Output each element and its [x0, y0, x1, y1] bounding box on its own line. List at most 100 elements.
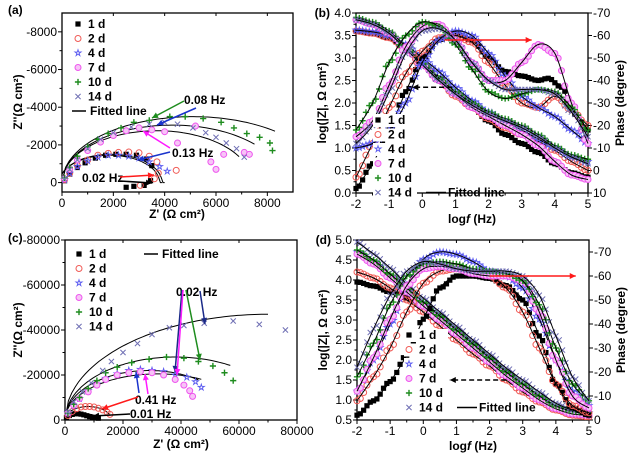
data-point: [406, 48, 412, 55]
legend-bg: [373, 186, 417, 200]
legend-marker: [73, 48, 83, 57]
data-point: [230, 377, 237, 384]
legend-label: Fitted line: [162, 247, 219, 261]
x-tick-label: -1: [385, 424, 396, 438]
y2-axis-label: Phase (degree): [614, 287, 628, 373]
x-tick-label: 2000: [100, 196, 127, 210]
legend-marker: [75, 265, 83, 272]
y2-tick-label: 10: [593, 186, 607, 200]
legend-label: 1 d: [89, 247, 106, 261]
y2-tick-label: -20: [593, 119, 611, 133]
y-tick-label: 0: [53, 413, 60, 427]
legend-marker: [74, 278, 84, 287]
fitted-line: [356, 265, 590, 409]
data-point: [511, 65, 519, 73]
arrow-0.01hz-black-head: [93, 412, 100, 419]
annotation-0.13hz: 0.13 Hz: [172, 146, 213, 160]
data-point: [78, 411, 84, 417]
data-point: [443, 281, 450, 287]
arrow-0.08hz-green-shaft: [151, 100, 185, 119]
legend-marker: [74, 35, 82, 42]
data-point: [125, 148, 133, 156]
data-point: [543, 349, 549, 356]
legend-marker: [405, 346, 413, 353]
y-tick-label: 2.5: [335, 333, 352, 347]
data-point: [147, 178, 154, 184]
modulus-series-14d: [353, 16, 591, 167]
x-tick-label: 80000: [280, 424, 314, 438]
data-point: [444, 77, 454, 86]
legend-bg: [373, 114, 417, 127]
y-tick-label: 4.0: [335, 273, 352, 287]
data-point: [356, 138, 363, 145]
data-point: [113, 371, 121, 379]
legend-marker: [373, 144, 383, 153]
arrow-0.13hz-magenta-head: [143, 131, 150, 137]
data-point: [584, 167, 592, 174]
data-point: [155, 161, 165, 171]
data-point: [565, 107, 572, 114]
data-point: [182, 113, 189, 120]
data-point: [409, 42, 416, 49]
x-tick-label: 0: [419, 197, 426, 211]
data-point: [522, 73, 528, 80]
arrow-0.02hz-green-shaft: [185, 289, 201, 361]
data-point: [526, 279, 533, 286]
data-point: [149, 163, 155, 169]
data-point: [568, 402, 576, 410]
data-point: [561, 102, 568, 109]
y2-tick-label: -70: [594, 245, 612, 259]
arrow-0.02hz-black-head: [145, 179, 152, 186]
x-tick-label: 8000: [254, 196, 281, 210]
fitted-line: [356, 260, 590, 402]
data-point: [180, 381, 188, 389]
arrow-0.02hz-red-head: [147, 172, 154, 179]
data-point: [407, 267, 413, 274]
y2-tick-label: -30: [593, 96, 611, 110]
data-point: [383, 283, 391, 291]
data-point: [581, 131, 588, 138]
data-point: [384, 288, 390, 295]
data-point: [407, 296, 413, 302]
data-point: [213, 134, 219, 141]
legend-marker: [375, 117, 381, 123]
legend-label: 10 d: [88, 75, 112, 89]
y2-tick-label: -50: [593, 51, 611, 65]
data-point: [417, 293, 423, 300]
y-tick-label: -4000: [26, 100, 57, 114]
data-point: [421, 55, 431, 65]
data-point: [243, 130, 250, 137]
data-point: [230, 318, 237, 324]
arrow-0.08hz-green-head: [152, 112, 159, 118]
legend-label: 7 d: [388, 157, 405, 171]
data-point: [74, 157, 81, 163]
data-point: [504, 75, 512, 83]
x-tick-label: 1: [453, 424, 460, 438]
data-point: [424, 49, 434, 59]
data-point: [401, 98, 411, 107]
data-point: [379, 33, 386, 39]
y2-tick-label: -30: [594, 341, 612, 355]
data-point: [218, 119, 225, 126]
data-point: [539, 150, 545, 157]
data-point: [459, 331, 467, 338]
data-point: [499, 130, 505, 136]
data-point: [400, 270, 407, 277]
data-point: [499, 283, 507, 291]
legend-label: Fitted line: [479, 401, 536, 415]
y-tick-label: 1.0: [334, 141, 351, 155]
data-point: [148, 369, 156, 377]
data-point: [354, 25, 364, 35]
y-tick-label: -60000: [23, 278, 61, 292]
data-point: [380, 266, 387, 273]
data-point: [196, 382, 206, 392]
x-tick-label: 3: [518, 197, 525, 211]
data-point: [471, 40, 479, 48]
data-point: [430, 308, 437, 315]
data-point: [195, 358, 202, 365]
data-point: [525, 320, 533, 328]
x-axis-label: logf (Hz): [448, 212, 496, 226]
data-point: [530, 101, 540, 111]
y-tick-label: 3.0: [335, 313, 352, 327]
data-point: [375, 31, 383, 39]
